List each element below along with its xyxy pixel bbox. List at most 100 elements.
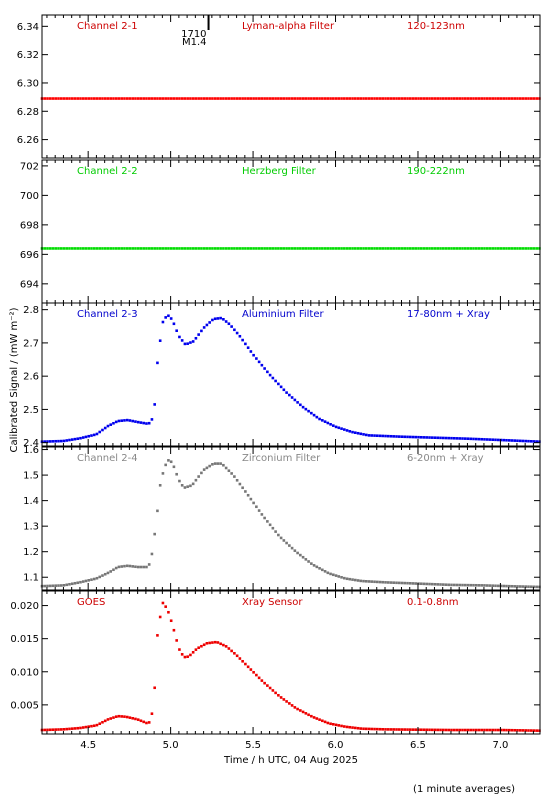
- data-point: [433, 247, 437, 250]
- data-point: [147, 563, 151, 566]
- data-point: [205, 466, 209, 470]
- data-point: [417, 582, 420, 585]
- data-point: [359, 727, 363, 730]
- data-point: [150, 247, 154, 250]
- data-point: [95, 247, 99, 250]
- data-point: [389, 581, 393, 584]
- data-point: [436, 436, 440, 440]
- data-point: [395, 97, 398, 100]
- data-point: [134, 420, 137, 423]
- data-point: [147, 421, 151, 425]
- data-point: [518, 439, 522, 443]
- data-point: [271, 689, 275, 692]
- data-point: [529, 440, 533, 443]
- data-point: [376, 97, 379, 100]
- data-point: [535, 729, 538, 732]
- data-point: [172, 322, 176, 326]
- event-marker-class: M1.4: [182, 37, 207, 48]
- data-point: [378, 580, 382, 584]
- x-tick-label: 6.0: [328, 740, 344, 751]
- data-point: [186, 485, 189, 488]
- data-point: [466, 583, 470, 587]
- data-point: [532, 440, 536, 443]
- data-point: [128, 97, 132, 100]
- data-point: [480, 97, 484, 100]
- data-point: [436, 728, 440, 732]
- data-point: [373, 247, 376, 250]
- data-point: [48, 728, 52, 732]
- data-point: [419, 435, 423, 439]
- data-point: [403, 435, 407, 439]
- data-point: [103, 572, 107, 576]
- data-point: [136, 97, 140, 100]
- data-point: [175, 472, 178, 476]
- data-point: [389, 728, 393, 731]
- data-point: [356, 247, 360, 250]
- data-point: [142, 565, 145, 569]
- data-point: [452, 97, 456, 100]
- data-point: [227, 97, 231, 100]
- data-point: [153, 403, 156, 406]
- data-point: [167, 247, 170, 250]
- data-point: [244, 97, 247, 100]
- data-point: [381, 434, 385, 438]
- data-point: [483, 97, 486, 100]
- data-point: [480, 437, 484, 441]
- data-point: [315, 247, 319, 250]
- y-tick-label: 2.4: [23, 438, 39, 449]
- data-point: [480, 728, 484, 732]
- data-point: [255, 505, 258, 509]
- panel-1: 6.26 6.28 6.30 6.32 6.34 Channel 2-1 Lyman-alp…: [17, 14, 541, 159]
- data-point: [90, 247, 93, 250]
- data-point: [150, 97, 154, 100]
- data-point: [496, 584, 500, 588]
- data-point: [70, 727, 74, 730]
- data-point: [90, 434, 93, 437]
- data-point: [112, 247, 115, 250]
- data-point: [164, 463, 167, 467]
- data-point: [260, 97, 264, 100]
- data-point: [312, 97, 316, 100]
- data-point: [255, 673, 258, 677]
- data-point: [169, 317, 173, 320]
- data-point: [392, 435, 396, 438]
- data-point: [529, 247, 533, 250]
- y-tick-label: 6.28: [17, 107, 39, 118]
- data-point: [310, 247, 313, 250]
- data-point: [461, 247, 464, 250]
- data-point: [488, 247, 492, 250]
- data-point: [92, 433, 96, 437]
- data-point: [386, 728, 390, 731]
- data-point: [400, 435, 404, 438]
- data-point: [299, 553, 302, 557]
- data-point: [120, 565, 123, 568]
- data-point: [521, 729, 525, 732]
- data-point: [277, 247, 280, 250]
- data-point: [296, 97, 299, 100]
- data-point: [279, 696, 283, 699]
- data-point: [307, 409, 310, 413]
- data-point: [46, 97, 49, 100]
- data-point: [211, 463, 214, 466]
- data-point: [477, 584, 481, 587]
- data-point: [189, 484, 192, 488]
- data-point: [354, 247, 357, 250]
- data-point: [392, 581, 396, 584]
- data-point: [343, 428, 346, 431]
- data-point: [326, 571, 330, 575]
- data-point: [134, 247, 137, 250]
- data-point: [425, 582, 429, 586]
- data-point: [263, 367, 266, 370]
- data-point: [312, 716, 316, 719]
- data-point: [491, 97, 495, 100]
- data-point: [285, 391, 288, 394]
- data-point: [419, 97, 423, 100]
- data-point: [98, 247, 102, 250]
- data-point: [524, 247, 528, 250]
- data-point: [513, 439, 517, 442]
- data-point: [447, 583, 451, 587]
- data-point: [238, 247, 242, 250]
- data-point: [441, 728, 445, 732]
- data-point: [103, 97, 107, 100]
- data-point: [304, 247, 308, 250]
